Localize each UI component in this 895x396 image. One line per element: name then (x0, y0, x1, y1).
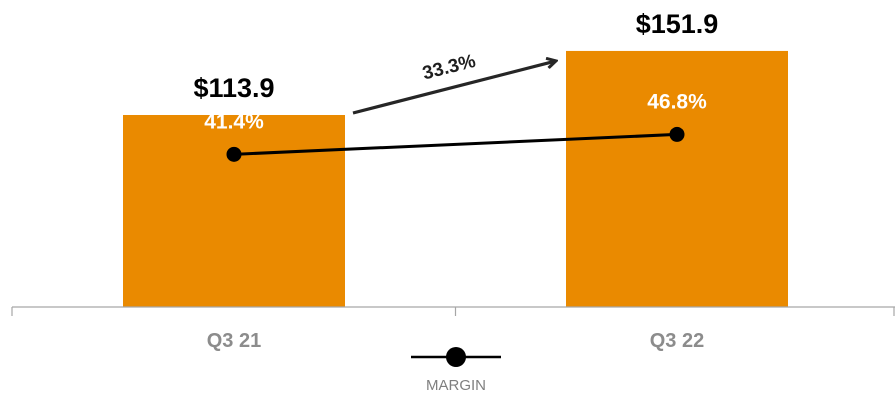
margin-label-q3-22: 46.8% (647, 90, 707, 113)
margin-label-q3-21: 41.4% (204, 110, 264, 133)
bar-value-label-q3-21: $113.9 (193, 73, 274, 103)
bar-value-label-q3-22: $151.9 (636, 9, 719, 39)
legend: MARGIN (411, 347, 501, 394)
growth-annotation: 33.3% (352, 51, 556, 115)
x-axis-tick-labels: Q3 21 Q3 22 (207, 330, 704, 352)
margin-line (233, 132, 678, 156)
tick-label-q3-22: Q3 22 (650, 330, 704, 352)
tick-label-q3-21: Q3 21 (207, 330, 261, 352)
bar-q3-22 (566, 50, 788, 307)
legend-marker-swatch (446, 347, 466, 367)
growth-label: 33.3% (420, 51, 478, 85)
growth-arrow (352, 61, 556, 115)
margin-labels: 41.4% 46.8% (204, 90, 707, 133)
margin-line-series (226, 126, 685, 162)
bar-q3-21 (123, 114, 345, 307)
margin-point-q3-21 (226, 146, 242, 162)
legend-label: MARGIN (426, 377, 486, 394)
bar-value-labels: $113.9 $151.9 (193, 9, 718, 103)
x-axis-ticks (11, 307, 895, 316)
margin-point-q3-22 (669, 126, 685, 142)
